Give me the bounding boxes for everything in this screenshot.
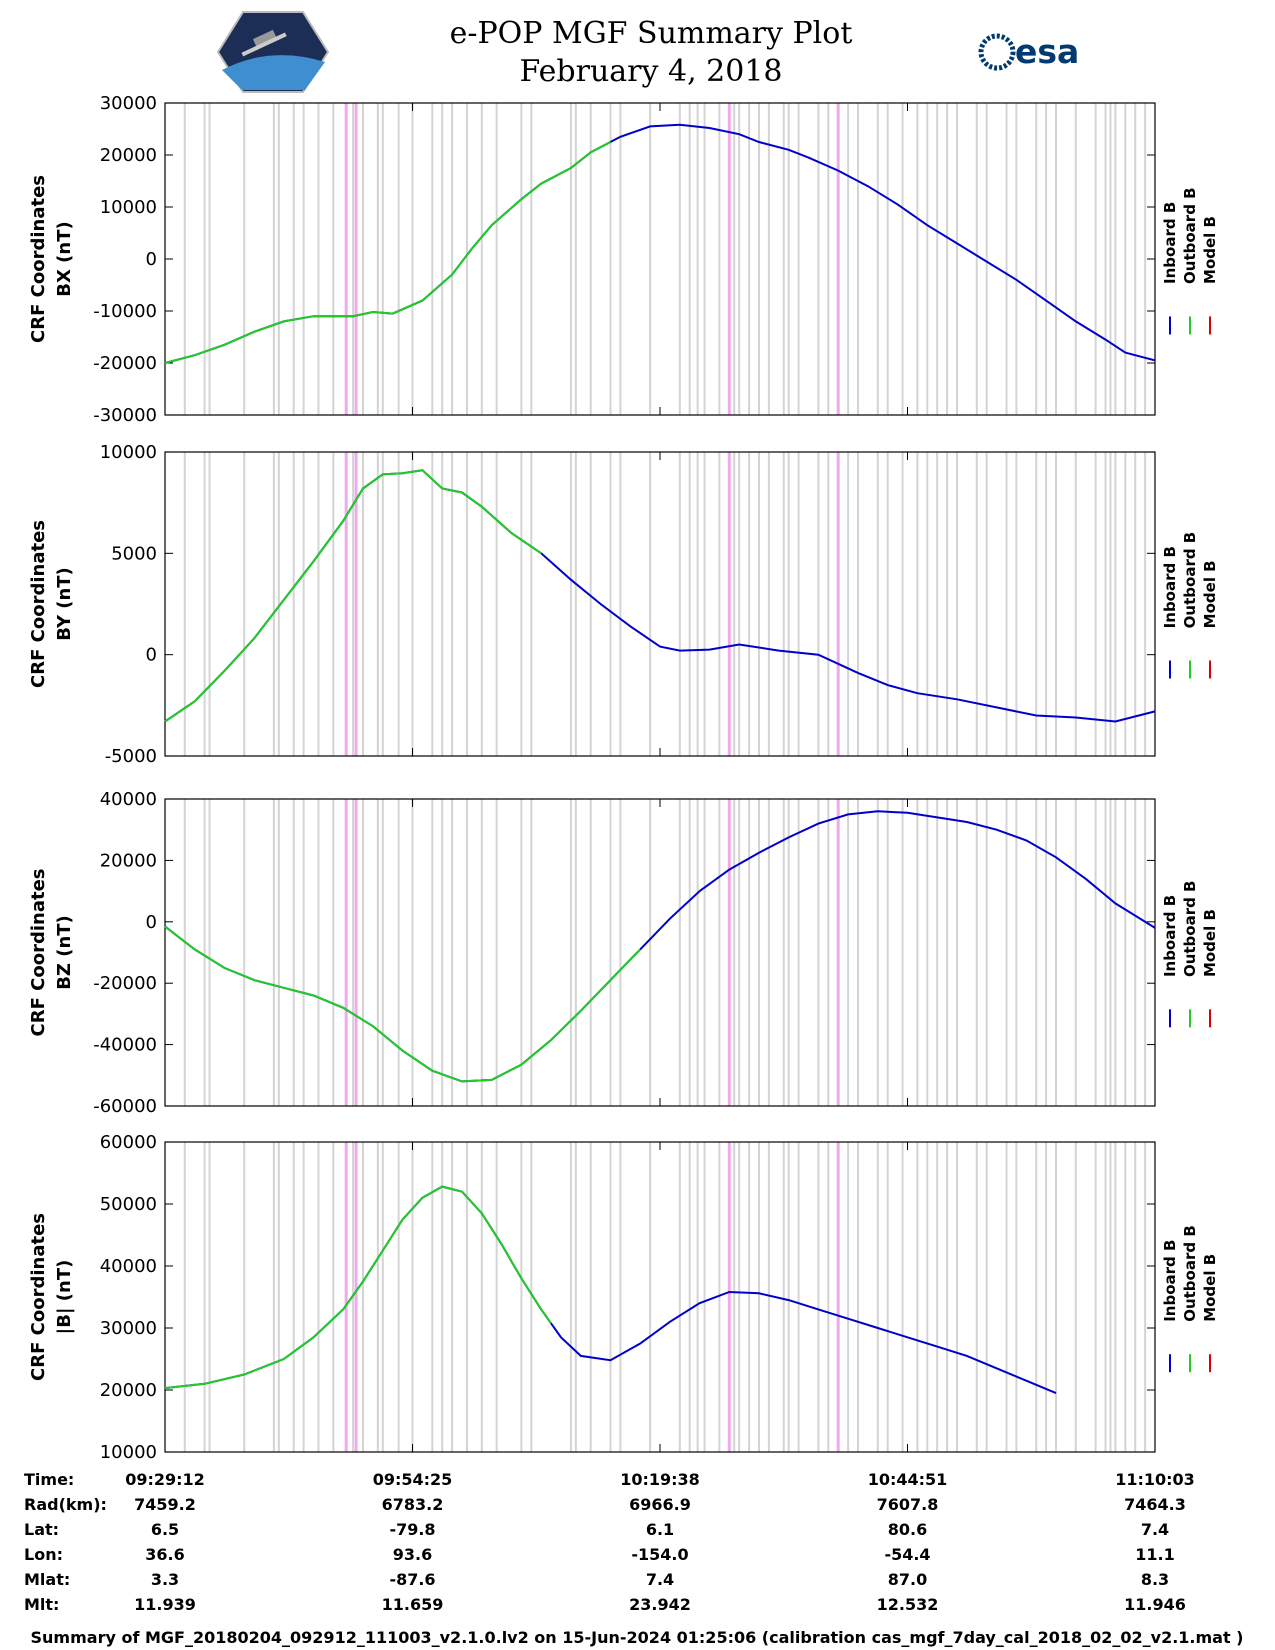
table-cell: 36.6 — [145, 1545, 184, 1564]
y-tick-label: 30000 — [100, 93, 157, 114]
y-axis-label: CRF Coordinates — [28, 520, 49, 688]
y-tick-label: 20000 — [100, 1380, 157, 1401]
footer-text: Summary of MGF_20180204_092912_111003_v2… — [31, 1628, 1244, 1647]
y-axis-label: CRF Coordinates — [28, 1213, 49, 1381]
table-cell: 11.946 — [1124, 1595, 1186, 1614]
title-line2: February 4, 2018 — [519, 54, 782, 89]
table-cell: 10:44:51 — [868, 1470, 948, 1489]
y-tick-label: 50000 — [100, 1194, 157, 1215]
table-row-label: Lat: — [24, 1520, 59, 1539]
y-axis-label: CRF Coordinates — [28, 175, 49, 343]
legend-label: Inboard B — [1161, 546, 1179, 628]
panel-3: -60000 -40000 -20000 0 20000 40000 CRF Coordin… — [28, 789, 1219, 1117]
panel-2: -5000 0 5000 10000 CRF Coordinates BY (nT) Inb… — [28, 442, 1219, 767]
table-cell: 11.939 — [134, 1595, 196, 1614]
table-cell: -154.0 — [631, 1545, 688, 1564]
legend-label: Outboard B — [1181, 532, 1199, 629]
legend-label: Model B — [1201, 216, 1219, 284]
series-outboard-line — [164, 469, 542, 723]
table-cell: 23.942 — [629, 1595, 691, 1614]
y-tick-label: 10000 — [100, 1442, 157, 1463]
legend-label: Model B — [1201, 560, 1219, 628]
y-tick-label: -30000 — [93, 405, 157, 426]
table-row-label: Rad(km): — [24, 1495, 107, 1514]
y-tick-label: 10000 — [100, 442, 157, 463]
y-tick-label: 40000 — [100, 1256, 157, 1277]
esa-logo-text: esa — [1015, 32, 1079, 71]
table-cell: 11.659 — [382, 1595, 444, 1614]
panel-4: 10000 20000 30000 40000 50000 60000 CRF Coordi… — [28, 1132, 1219, 1463]
y-tick-label: 0 — [146, 249, 157, 270]
y-axis-label: BX (nT) — [54, 221, 75, 296]
table-cell: 7607.8 — [877, 1495, 939, 1514]
series-outboard-line — [164, 925, 641, 1083]
series-outboard-line — [164, 141, 611, 364]
table-cell: 10:19:38 — [620, 1470, 700, 1489]
table-cell: 6.1 — [646, 1520, 674, 1539]
legend-label: Model B — [1201, 909, 1219, 977]
y-tick-label: -20000 — [93, 353, 157, 374]
table-cell: 12.532 — [877, 1595, 939, 1614]
table-row-label: Mlt: — [24, 1595, 59, 1614]
y-tick-label: 60000 — [100, 1132, 157, 1153]
y-tick-label: -5000 — [105, 746, 157, 767]
y-tick-label: 10000 — [100, 197, 157, 218]
y-tick-label: 30000 — [100, 1318, 157, 1339]
y-tick-label: 20000 — [100, 850, 157, 871]
table-cell: 87.0 — [888, 1570, 927, 1589]
panel-1: -30000 -20000 -10000 0 10000 20000 30000 CRF Co… — [28, 93, 1219, 426]
table-cell: 80.6 — [888, 1520, 927, 1539]
table-cell: 11:10:03 — [1115, 1470, 1195, 1489]
y-tick-label: -20000 — [93, 973, 157, 994]
table-cell: -54.4 — [884, 1545, 930, 1564]
y-tick-label: -60000 — [93, 1096, 157, 1117]
legend-label: Model B — [1201, 1254, 1219, 1322]
table-cell: 6966.9 — [629, 1495, 691, 1514]
legend-label: Outboard B — [1181, 1225, 1199, 1322]
table-cell: 7.4 — [1141, 1520, 1169, 1539]
table-cell: 6783.2 — [382, 1495, 444, 1514]
y-axis-label: BZ (nT) — [54, 915, 75, 990]
legend-label: Outboard B — [1181, 187, 1199, 284]
esa-logo: esa — [978, 32, 1079, 71]
table-cell: 7464.3 — [1124, 1495, 1186, 1514]
legend-label: Inboard B — [1161, 202, 1179, 284]
y-tick-label: 0 — [146, 645, 157, 666]
y-tick-label: 5000 — [111, 543, 157, 564]
y-axis-label: |B| (nT) — [54, 1260, 75, 1335]
orbit-table: Time: 09:29:12 09:54:25 10:19:38 10:44:51 11:… — [24, 1470, 1195, 1614]
legend-label: Outboard B — [1181, 880, 1199, 977]
table-row-label: Mlat: — [24, 1570, 70, 1589]
y-axis-label: CRF Coordinates — [28, 869, 49, 1037]
cassiope-logo — [216, 11, 330, 93]
table-cell: 09:54:25 — [373, 1470, 453, 1489]
table-cell: 8.3 — [1141, 1570, 1169, 1589]
table-cell: -87.6 — [389, 1570, 435, 1589]
title-line1: e-POP MGF Summary Plot — [450, 16, 853, 51]
table-cell: 7.4 — [646, 1570, 674, 1589]
table-cell: 6.5 — [151, 1520, 179, 1539]
table-cell: 7459.2 — [134, 1495, 196, 1514]
legend-label: Inboard B — [1161, 895, 1179, 977]
y-tick-label: -10000 — [93, 301, 157, 322]
series-outboard-line — [164, 1185, 552, 1390]
y-tick-label: -40000 — [93, 1035, 157, 1056]
table-cell: 3.3 — [151, 1570, 179, 1589]
table-cell: 11.1 — [1135, 1545, 1174, 1564]
table-cell: 93.6 — [393, 1545, 432, 1564]
y-tick-label: 20000 — [100, 145, 157, 166]
y-tick-label: 0 — [146, 912, 157, 933]
table-row-label: Time: — [24, 1470, 74, 1489]
y-axis-label: BY (nT) — [54, 567, 75, 641]
table-cell: 09:29:12 — [125, 1470, 205, 1489]
panels: -30000 -20000 -10000 0 10000 20000 30000 CRF Co… — [28, 93, 1219, 1463]
table-row-label: Lon: — [24, 1545, 63, 1564]
table-cell: -79.8 — [389, 1520, 435, 1539]
legend-label: Inboard B — [1161, 1240, 1179, 1322]
y-tick-label: 40000 — [100, 789, 157, 810]
